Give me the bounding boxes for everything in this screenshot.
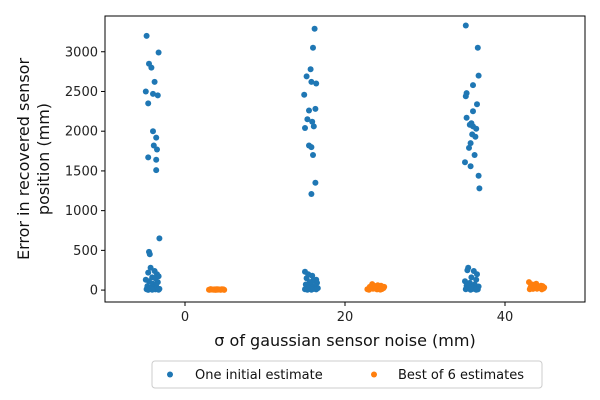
y-tick-label: 2000: [65, 125, 98, 140]
data-point-one-initial-estimate: [310, 44, 316, 51]
data-point-one-initial-estimate: [462, 22, 469, 29]
data-point-best-of-6-estimates: [367, 285, 374, 292]
axes: 0 20 40 0 500 1000 1500 2000 2500 3000: [65, 45, 513, 325]
data-point-one-initial-estimate: [313, 80, 320, 87]
data-point-one-initial-estimate: [153, 134, 160, 141]
data-point-one-initial-estimate: [462, 159, 468, 166]
data-point-one-initial-estimate: [304, 286, 311, 293]
y-tick-label: 500: [73, 244, 98, 259]
data-point-one-initial-estimate: [470, 82, 476, 89]
data-point-one-initial-estimate: [470, 108, 476, 115]
x-tick-label: 40: [497, 310, 514, 325]
y-tick-label: 0: [90, 284, 98, 299]
legend-label-one-initial-estimate: One initial estimate: [195, 368, 323, 383]
data-point-one-initial-estimate: [473, 286, 480, 293]
data-point-one-initial-estimate: [151, 78, 158, 85]
data-point-one-initial-estimate: [150, 128, 156, 135]
legend-box: [151, 360, 543, 389]
data-point-one-initial-estimate: [473, 125, 480, 132]
data-point-one-initial-estimate: [464, 267, 471, 274]
data-point-one-initial-estimate: [462, 93, 469, 100]
data-point-one-initial-estimate: [474, 271, 480, 278]
data-point-one-initial-estimate: [143, 32, 150, 39]
data-point-one-initial-estimate: [475, 72, 482, 79]
data-point-one-initial-estimate: [303, 73, 310, 80]
y-tick-label: 2500: [65, 85, 98, 100]
data-point-one-initial-estimate: [150, 90, 156, 97]
data-point-one-initial-estimate: [154, 146, 160, 153]
data-point-one-initial-estimate: [306, 107, 312, 114]
data-point-one-initial-estimate: [462, 286, 469, 293]
data-point-one-initial-estimate: [302, 125, 308, 131]
data-point-one-initial-estimate: [312, 179, 319, 186]
data-point-one-initial-estimate: [146, 251, 153, 258]
data-point-one-initial-estimate: [310, 152, 316, 158]
data-point-one-initial-estimate: [312, 105, 319, 112]
plot-area: [142, 22, 548, 293]
data-point-best-of-6-estimates: [221, 286, 228, 293]
data-point-one-initial-estimate: [145, 100, 152, 107]
legend-marker-one-initial-estimate: [167, 371, 173, 378]
data-point-one-initial-estimate: [467, 163, 474, 170]
data-point-one-initial-estimate: [468, 274, 475, 281]
data-point-one-initial-estimate: [155, 286, 162, 293]
data-point-best-of-6-estimates: [372, 283, 379, 290]
y-tick-label: 3000: [65, 45, 98, 60]
data-point-one-initial-estimate: [147, 264, 154, 271]
data-point-one-initial-estimate: [466, 144, 472, 151]
data-point-one-initial-estimate: [311, 25, 318, 32]
data-point-one-initial-estimate: [308, 78, 315, 85]
legend-label-best-of-6-estimates: Best of 6 estimates: [398, 368, 524, 383]
data-point-one-initial-estimate: [307, 66, 314, 73]
y-tick-label: 1000: [65, 204, 98, 219]
x-tick-label: 0: [181, 310, 189, 325]
data-point-best-of-6-estimates: [526, 286, 533, 293]
data-point-one-initial-estimate: [304, 116, 311, 123]
data-point-one-initial-estimate: [313, 286, 320, 293]
data-point-one-initial-estimate: [155, 49, 162, 56]
data-point-one-initial-estimate: [309, 272, 316, 279]
data-point-one-initial-estimate: [156, 235, 163, 242]
legend: One initial estimate Best of 6 estimates: [151, 360, 543, 389]
legend-marker-best-of-6-estimates: [371, 371, 377, 378]
data-point-one-initial-estimate: [150, 142, 157, 149]
data-point-one-initial-estimate: [472, 133, 479, 140]
data-point-best-of-6-estimates: [377, 286, 384, 293]
data-point-one-initial-estimate: [310, 123, 317, 130]
data-point-one-initial-estimate: [473, 276, 480, 283]
data-point-one-initial-estimate: [474, 44, 481, 51]
data-point-one-initial-estimate: [471, 152, 478, 158]
data-point-one-initial-estimate: [466, 121, 473, 128]
data-point-one-initial-estimate: [467, 140, 474, 147]
data-point-best-of-6-estimates: [541, 284, 548, 291]
x-tick-label: 20: [337, 310, 354, 325]
data-point-one-initial-estimate: [142, 88, 149, 95]
data-point-one-initial-estimate: [309, 118, 316, 125]
data-point-one-initial-estimate: [145, 269, 152, 276]
plot-frame: [104, 15, 586, 303]
data-point-one-initial-estimate: [467, 286, 474, 293]
y-tick-label: 1500: [65, 164, 98, 179]
x-axis-label: σ of gaussian sensor noise (mm): [214, 331, 475, 350]
y-axis-label-line-2: position (mm): [34, 103, 53, 215]
data-point-one-initial-estimate: [308, 144, 315, 151]
data-point-one-initial-estimate: [475, 172, 482, 179]
data-point-one-initial-estimate: [145, 286, 152, 293]
data-point-one-initial-estimate: [148, 64, 155, 71]
data-point-one-initial-estimate: [301, 91, 308, 98]
data-point-one-initial-estimate: [145, 154, 152, 161]
data-point-one-initial-estimate: [474, 101, 480, 108]
y-axis-label-line-1: Error in recovered sensor: [14, 58, 33, 260]
data-point-one-initial-estimate: [476, 185, 483, 192]
data-point-one-initial-estimate: [153, 167, 160, 174]
data-point-one-initial-estimate: [308, 191, 315, 197]
data-point-one-initial-estimate: [153, 156, 160, 163]
data-point-one-initial-estimate: [463, 114, 470, 121]
data-point-one-initial-estimate: [154, 92, 161, 99]
